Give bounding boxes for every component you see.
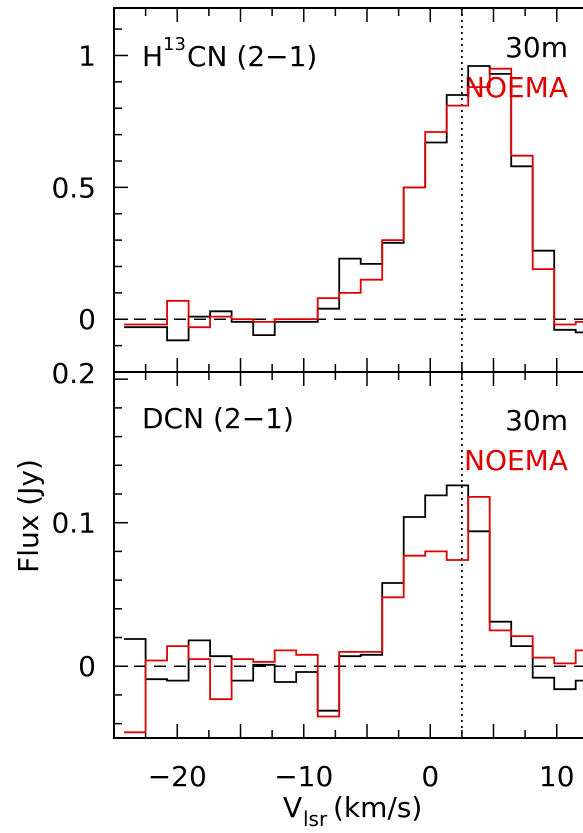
bottom-y-tick-label: 0.1 <box>51 507 96 540</box>
x-tick-label: 10 <box>539 760 575 793</box>
top-y-tick-label: 1 <box>78 39 96 72</box>
x-axis-label-sub: lsr <box>303 807 328 831</box>
bottom-legend-30m: 30m <box>505 404 568 437</box>
x-axis-label-rest: (km/s) <box>333 791 422 824</box>
top-bottom-label: 0.2 <box>51 357 96 390</box>
bottom-legend-noema: NOEMA <box>464 444 568 477</box>
bottom-series-noema <box>124 496 583 734</box>
top-y-tick-label: 0.5 <box>51 171 96 204</box>
bottom-y-tick-label: 0 <box>78 650 96 683</box>
top-series-noema <box>124 67 583 329</box>
top-title-main: H <box>142 40 163 73</box>
x-tick-label: 0 <box>421 760 439 793</box>
top-y-tick-label: 0 <box>78 303 96 336</box>
x-tick-label: −10 <box>274 760 333 793</box>
top-series-30m <box>124 65 583 342</box>
top-legend-30m: 30m <box>505 31 568 64</box>
y-axis-label: Flux (Jy) <box>12 459 45 573</box>
x-axis-label-main: V <box>283 791 302 824</box>
x-tick-label: −20 <box>148 760 207 793</box>
bottom-title: DCN (2−1) <box>142 402 294 435</box>
top-title-sup: 13 <box>163 34 186 55</box>
bottom-series-30m <box>124 484 583 712</box>
top-title-rest: CN (2−1) <box>187 40 317 73</box>
